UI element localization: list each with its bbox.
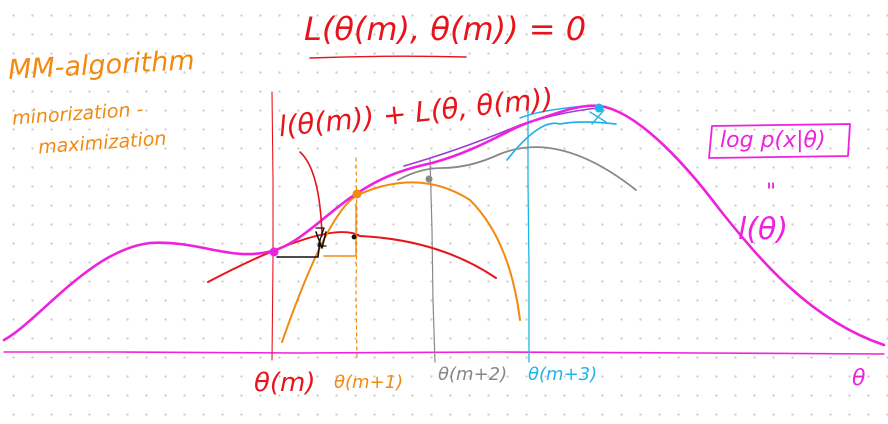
ditto-mark: " xyxy=(766,180,777,205)
log-likelihood-curve xyxy=(2,104,886,347)
theta-m1-axis-label: θ(m+1) xyxy=(334,372,404,393)
red-minorizer-curve xyxy=(207,231,497,283)
l-theta-label: l(θ) xyxy=(738,212,789,247)
log-likelihood-box xyxy=(708,123,851,159)
theta-m3-axis-label: θ(m+3) xyxy=(528,364,598,385)
step-arrow-orange xyxy=(323,203,357,257)
theta-m2-axis-label: θ(m+2) xyxy=(438,364,508,385)
top-equation: L(θ(m), θ(m)) = 0 xyxy=(304,10,587,48)
theta-m2-guide-line xyxy=(429,157,436,363)
red-peak-point xyxy=(351,234,357,240)
tangent-bracket-black xyxy=(315,227,327,247)
theta-m-point xyxy=(269,247,279,257)
theta-m2-point xyxy=(425,175,433,183)
theta-m-guide-line xyxy=(271,91,274,361)
cyan-minorizer-curve xyxy=(506,121,617,161)
theta-m1-guide-line xyxy=(355,157,358,361)
cyan-star-mark xyxy=(589,109,607,125)
top-equation-underline xyxy=(309,55,467,59)
theta-m1-point xyxy=(352,189,362,199)
theta-axis-line xyxy=(3,351,885,355)
gray-minorizer-curve xyxy=(397,146,637,191)
orange-minorizer-curve xyxy=(281,181,521,343)
theta-m-axis-label: θ(m) xyxy=(254,368,316,398)
red-label-pointer xyxy=(299,151,323,237)
theta-m3-point xyxy=(594,103,604,113)
log-likelihood-label: log p(x|θ) xyxy=(720,128,826,153)
theta-axis-label: θ xyxy=(852,366,866,391)
